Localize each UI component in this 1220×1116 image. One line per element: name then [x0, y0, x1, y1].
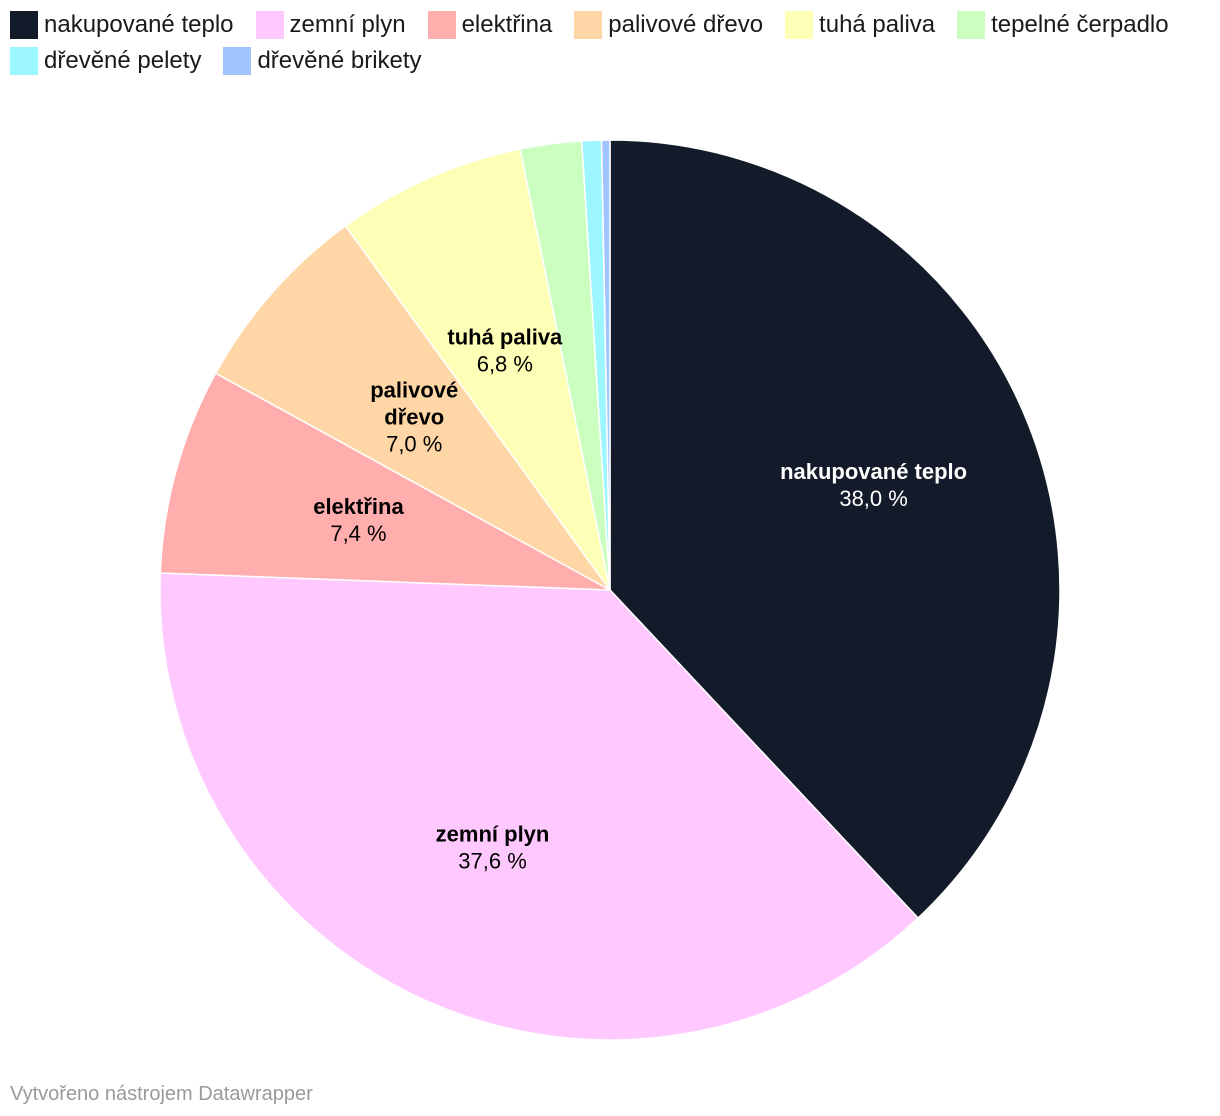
legend-swatch — [785, 11, 814, 39]
legend-label: tuhá paliva — [819, 11, 936, 38]
slice-label-name: dřevo — [384, 404, 444, 429]
pie-slice — [159, 572, 920, 1041]
legend-item: elektřina — [427, 10, 553, 40]
legend-swatch — [427, 11, 456, 39]
legend-swatch — [10, 11, 38, 39]
footer-credit: Vytvořeno nástrojem Datawrapper — [10, 1083, 313, 1105]
legend-label: nakupované teplo — [44, 11, 234, 38]
legend-label: tepelné čerpadlo — [991, 11, 1169, 38]
slice-label: zemní plyn 37,6 % — [436, 822, 550, 874]
slice-label-name: palivové — [370, 377, 458, 402]
legend-swatch — [255, 11, 284, 39]
slice-label: elektřina 7,4 % — [313, 494, 404, 546]
pie-slice — [159, 372, 611, 591]
legend-swatch — [223, 47, 252, 75]
slice-label: nakupované teplo 38,0 % — [780, 459, 967, 511]
slice-label-value: 7,4 % — [330, 521, 386, 546]
pie-slice — [609, 139, 1061, 920]
legend-swatch — [574, 11, 603, 39]
slice-label-value: 38,0 % — [839, 486, 908, 511]
slice-label-value: 37,6 % — [458, 849, 527, 874]
slice-label-value: 6,8 % — [477, 352, 533, 377]
chart-legend: nakupované teplo zemní plyn elektřina paliv… — [10, 10, 1210, 76]
pie-slice — [214, 224, 611, 591]
legend-label: palivové dřevo — [608, 11, 764, 38]
legend-item: dřevěné brikety — [223, 46, 422, 76]
legend-item: nakupované teplo — [10, 10, 234, 40]
slice-label: tuhá paliva 6,8 % — [447, 325, 563, 377]
legend-label: zemní plyn — [289, 11, 406, 38]
slice-label-name: zemní plyn — [436, 822, 550, 847]
legend-item: zemní plyn — [255, 10, 406, 40]
slice-label-name: nakupované teplo — [780, 459, 967, 484]
pie-slice — [344, 148, 611, 591]
pie-slice — [600, 139, 611, 591]
legend-item: tuhá paliva — [785, 10, 935, 40]
slice-label-name: elektřina — [313, 494, 404, 519]
legend-item: palivové dřevo — [574, 10, 763, 40]
legend-item: tepelné čerpadlo — [957, 10, 1169, 40]
legend-label: dřevěné brikety — [257, 47, 422, 74]
legend-item: dřevěné pelety — [10, 46, 201, 76]
legend-swatch — [10, 47, 38, 75]
legend-label: elektřina — [461, 11, 553, 38]
legend-label: dřevěné pelety — [44, 47, 202, 74]
legend-swatch — [957, 11, 986, 39]
slice-label: palivové dřevo 7,0 % — [370, 377, 458, 456]
slice-label-value: 7,0 % — [386, 431, 442, 456]
slice-label-name: tuhá paliva — [447, 325, 563, 350]
